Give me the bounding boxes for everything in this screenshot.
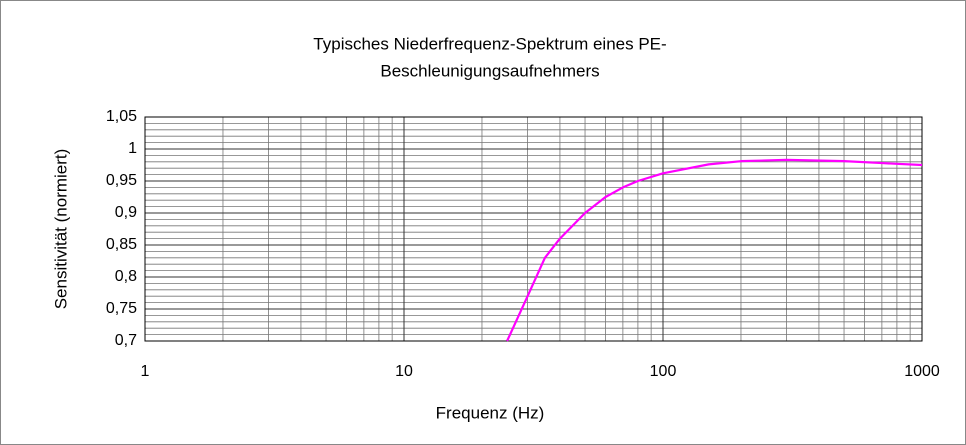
plot-border (144, 116, 923, 342)
y-tick-label: 0,8 (115, 268, 137, 285)
x-axis-label: Frequenz (Hz) (436, 403, 545, 422)
data-line (506, 158, 923, 342)
x-tick-label: 1 (141, 363, 150, 380)
y-tick-label: 1,05 (106, 108, 137, 125)
y-axis-label: Sensitivität (normiert) (51, 149, 70, 310)
y-tick-label: 0,85 (106, 236, 137, 253)
chart-title: Beschleunigungsaufnehmers (380, 61, 599, 80)
chart-title: Typisches Niederfrequenz-Spektrum eines … (313, 34, 666, 53)
y-tick-label: 0,95 (106, 172, 137, 189)
y-tick-label: 1 (128, 140, 137, 157)
x-tick-label: 10 (395, 363, 413, 380)
y-tick-label: 0,75 (106, 300, 137, 317)
y-tick-label: 0,7 (115, 332, 137, 349)
x-tick-label: 100 (650, 363, 677, 380)
y-tick-label: 0,9 (115, 204, 137, 221)
x-tick-label: 1000 (904, 363, 940, 380)
